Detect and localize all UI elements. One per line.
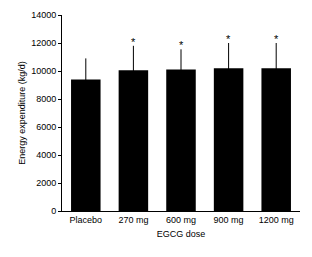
- svg-text:2000: 2000: [36, 178, 56, 188]
- svg-text:270 mg: 270 mg: [118, 215, 148, 225]
- svg-text:4000: 4000: [36, 150, 56, 160]
- svg-text:Placebo: Placebo: [70, 215, 103, 225]
- svg-text:12000: 12000: [31, 38, 56, 48]
- svg-text:EGCG dose: EGCG dose: [157, 229, 206, 239]
- svg-text:*: *: [179, 39, 184, 51]
- svg-text:*: *: [226, 33, 231, 45]
- svg-text:900 mg: 900 mg: [214, 215, 244, 225]
- svg-text:14000: 14000: [31, 10, 56, 20]
- svg-text:10000: 10000: [31, 66, 56, 76]
- svg-text:600 mg: 600 mg: [166, 215, 196, 225]
- svg-text:1200 mg: 1200 mg: [259, 215, 294, 225]
- svg-text:*: *: [274, 33, 279, 45]
- svg-text:8000: 8000: [36, 94, 56, 104]
- svg-text:0: 0: [51, 206, 56, 216]
- svg-text:Energy expenditure (kg/d): Energy expenditure (kg/d): [17, 61, 27, 165]
- svg-text:*: *: [131, 36, 136, 48]
- svg-text:6000: 6000: [36, 122, 56, 132]
